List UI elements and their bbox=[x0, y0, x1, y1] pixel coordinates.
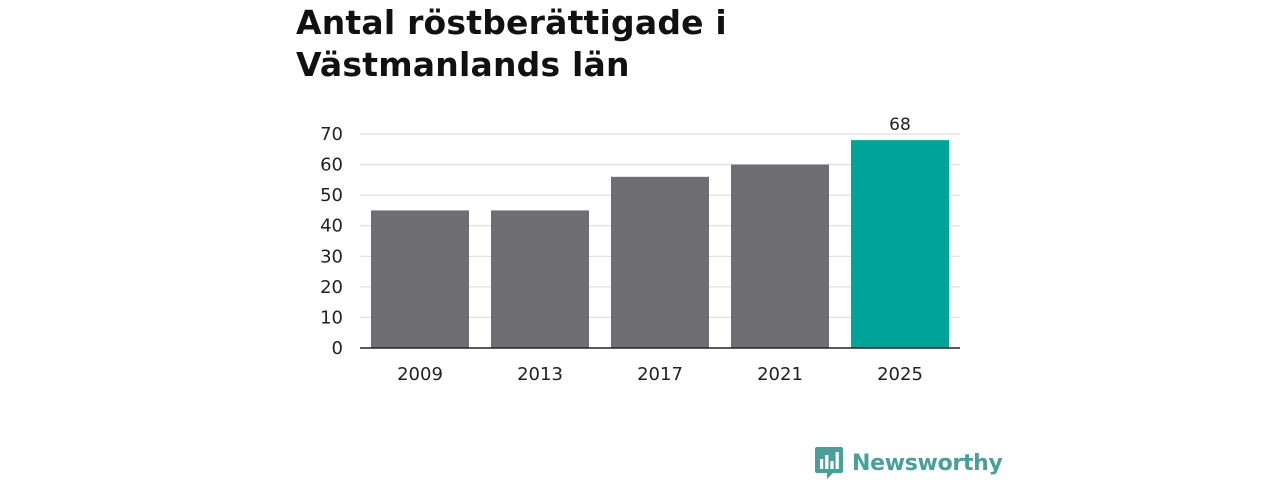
brand-logo: Newsworthy bbox=[815, 446, 1003, 480]
x-tick-label: 2025 bbox=[877, 364, 923, 385]
bars bbox=[371, 140, 949, 348]
y-tick-label: 50 bbox=[320, 185, 343, 206]
data-label: 68 bbox=[889, 115, 911, 135]
bar-chart: 0 10 20 30 40 50 60 70 2009 2013 2017 2021 2025 68 bbox=[320, 115, 960, 385]
y-tick-label: 30 bbox=[320, 246, 343, 267]
labels: 0 10 20 30 40 50 60 70 2009 2013 2017 2021 2025 68 bbox=[320, 115, 923, 385]
y-tick-label: 40 bbox=[320, 216, 343, 237]
x-tick-label: 2013 bbox=[517, 364, 563, 385]
bar bbox=[611, 176, 709, 348]
y-tick-label: 20 bbox=[320, 277, 343, 298]
y-tick-label: 10 bbox=[320, 307, 343, 328]
newsworthy-logo-icon bbox=[815, 447, 843, 479]
bar bbox=[731, 164, 829, 348]
bar bbox=[491, 210, 589, 348]
y-tick-label: 60 bbox=[320, 155, 343, 176]
brand-name: Newsworthy bbox=[852, 450, 1003, 476]
x-tick-label: 2009 bbox=[397, 364, 443, 385]
chart-title: Antal röstberättigade i Västmanlands län bbox=[296, 3, 727, 84]
bar bbox=[371, 210, 469, 348]
y-tick-label: 0 bbox=[332, 338, 343, 359]
x-tick-label: 2021 bbox=[757, 364, 803, 385]
bar bbox=[851, 140, 949, 348]
y-tick-label: 70 bbox=[320, 124, 343, 145]
x-tick-label: 2017 bbox=[637, 364, 683, 385]
